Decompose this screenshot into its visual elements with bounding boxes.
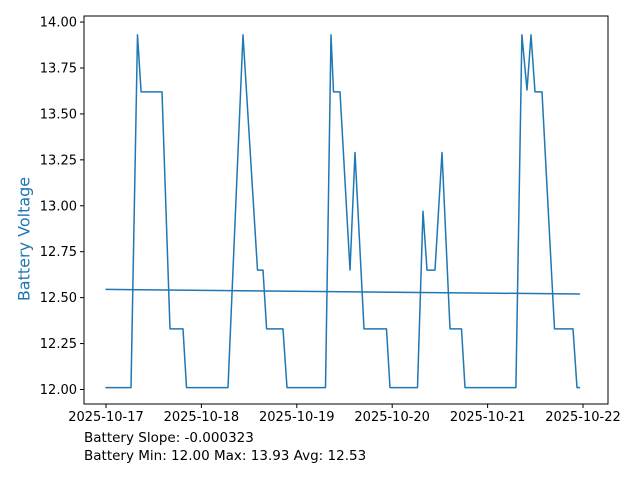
y-tick-label: 13.25 [40,153,77,168]
y-tick-label: 12.25 [40,337,77,352]
plot-border [83,15,609,405]
battery-voltage-line [105,34,581,389]
x-tick-label: 2025-10-21 [450,410,526,425]
y-tick-label: 13.00 [40,199,77,214]
y-tick-label: 14.00 [40,16,77,31]
y-axis-label: Battery Voltage [14,176,34,302]
y-tick-label: 12.50 [40,291,77,306]
y-tick-label: 12.75 [40,245,77,260]
x-tick-label: 2025-10-19 [259,410,335,425]
x-tick-label: 2025-10-17 [68,410,144,425]
annotation-slope: Battery Slope: -0.000323 [84,430,254,446]
x-tick-label: 2025-10-20 [354,410,430,425]
y-tick-label: 13.50 [40,107,77,122]
y-tick-label: 13.75 [40,61,77,76]
annotation-min-max-avg: Battery Min: 12.00 Max: 13.93 Avg: 12.53 [84,448,367,465]
y-tick-label: 12.00 [40,383,77,398]
x-tick-label: 2025-10-18 [164,410,240,425]
x-tick-label: 2025-10-22 [545,410,621,425]
battery-trend-line [105,288,581,295]
chart-annotations: Battery Slope: -0.000323 Battery Min: 12… [84,429,366,465]
